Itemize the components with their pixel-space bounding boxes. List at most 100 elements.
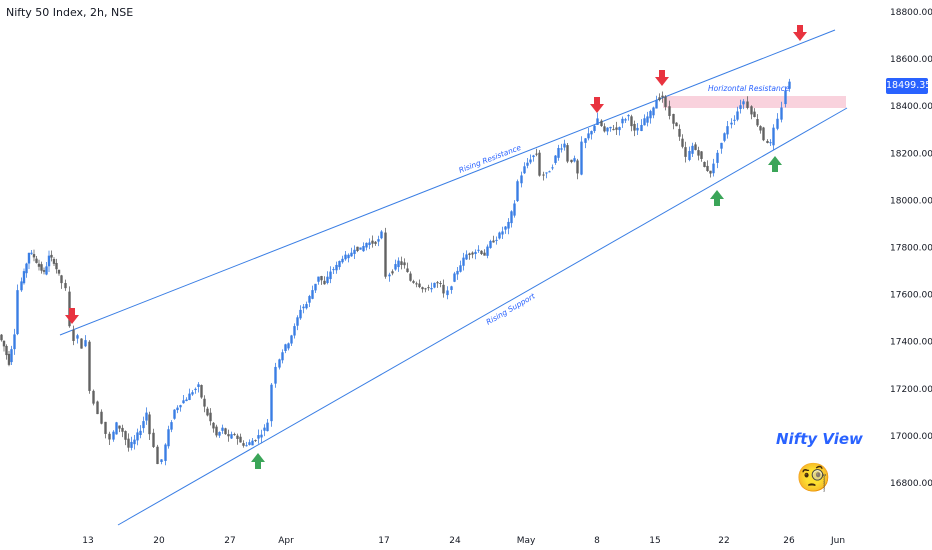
candle-body	[733, 119, 736, 121]
price-tick-label: 18800.00	[890, 8, 932, 18]
candlesticks	[0, 78, 791, 466]
candle-body	[257, 435, 260, 439]
price-tick-label: 17800.00	[890, 244, 932, 254]
time-tick-label: 27	[224, 536, 235, 546]
candle-body	[716, 152, 719, 163]
candle-body	[664, 96, 667, 107]
candle-body	[772, 127, 775, 146]
candle-body	[197, 384, 200, 387]
candle-body	[465, 254, 468, 260]
candle-body	[332, 269, 335, 271]
candle-body	[495, 239, 498, 241]
candle-body	[436, 282, 439, 284]
candle-body	[439, 282, 442, 284]
candle-body	[371, 240, 374, 244]
candle-body	[498, 232, 501, 239]
candle-body	[400, 261, 403, 265]
candle-body	[136, 432, 139, 441]
candle-body	[421, 287, 424, 290]
candle-body	[80, 338, 83, 349]
candle-body	[730, 122, 733, 125]
candle-body	[200, 385, 203, 398]
candle-body	[35, 258, 38, 263]
candle-body	[233, 434, 236, 436]
candle-body	[42, 270, 46, 272]
price-tick-label: 16800.00	[890, 479, 932, 489]
candle-body	[263, 427, 266, 431]
candle-body	[492, 240, 495, 243]
candle-body	[206, 408, 209, 416]
candle-body	[486, 246, 489, 256]
candle-body	[736, 111, 739, 120]
candle-body	[40, 264, 43, 271]
candle-body	[88, 341, 91, 391]
candle-body	[649, 111, 652, 119]
candle-body	[368, 242, 371, 246]
candle-body	[293, 326, 296, 336]
candle-body	[551, 167, 554, 169]
candle-body	[703, 161, 706, 167]
price-tick-label: 17400.00	[890, 338, 932, 348]
candle-body	[323, 280, 326, 285]
candle-body	[678, 128, 681, 137]
candle-body	[468, 253, 471, 255]
candle-body	[47, 255, 51, 267]
candle-body	[329, 271, 332, 280]
candle-body	[501, 231, 504, 235]
candle-body	[471, 252, 474, 255]
candle-body	[675, 122, 678, 127]
down-arrow-icon	[655, 70, 669, 86]
candle-body	[27, 252, 31, 264]
down-arrow-icon	[793, 25, 807, 41]
candle-body	[347, 254, 350, 259]
candle-body	[545, 172, 548, 174]
candle-body	[236, 435, 239, 439]
candle-body	[776, 118, 779, 129]
candle-body	[239, 436, 242, 443]
candle-body	[302, 306, 305, 309]
candle-body	[341, 258, 344, 263]
price-tick-label: 18600.00	[890, 55, 932, 65]
candle-body	[453, 273, 456, 282]
candle-body	[630, 116, 633, 127]
candle-body	[462, 257, 465, 266]
candle-body	[380, 231, 383, 239]
candle-body	[600, 120, 603, 127]
candle-body	[563, 143, 566, 148]
candle-body	[681, 138, 684, 147]
candle-body	[516, 181, 519, 202]
candle-body	[359, 247, 362, 250]
candle-body	[64, 283, 67, 289]
candle-body	[254, 440, 257, 442]
candle-body	[60, 275, 63, 284]
candle-body	[442, 284, 445, 294]
candle-body	[224, 428, 227, 435]
candle-body	[115, 422, 118, 435]
candle-body	[96, 401, 99, 415]
candle-body	[350, 252, 353, 257]
rising-resistance-label: Rising Resistance	[457, 143, 522, 175]
candle-body	[658, 97, 661, 101]
candle-body	[780, 107, 783, 120]
candle-body	[218, 432, 221, 436]
candle-body	[251, 440, 254, 446]
candle-body	[788, 81, 791, 89]
candle-body	[526, 162, 529, 166]
candle-body	[784, 90, 787, 105]
candle-body	[697, 150, 700, 156]
candle-body	[750, 106, 753, 115]
candle-body	[483, 252, 486, 256]
candle-body	[684, 147, 687, 157]
candle-body	[0, 334, 3, 341]
rising-support-line	[117, 107, 848, 526]
candle-body	[474, 251, 477, 255]
candle-body	[221, 427, 224, 431]
rising-resistance-line	[59, 29, 836, 336]
candle-body	[182, 400, 185, 404]
candle-body	[130, 441, 133, 448]
down-arrow-icon	[590, 97, 604, 113]
price-axis: 18800.00 18600.00 18400.00 18200.00 18000.00…	[890, 8, 932, 489]
candle-body	[480, 250, 483, 254]
candle-body	[112, 431, 115, 440]
